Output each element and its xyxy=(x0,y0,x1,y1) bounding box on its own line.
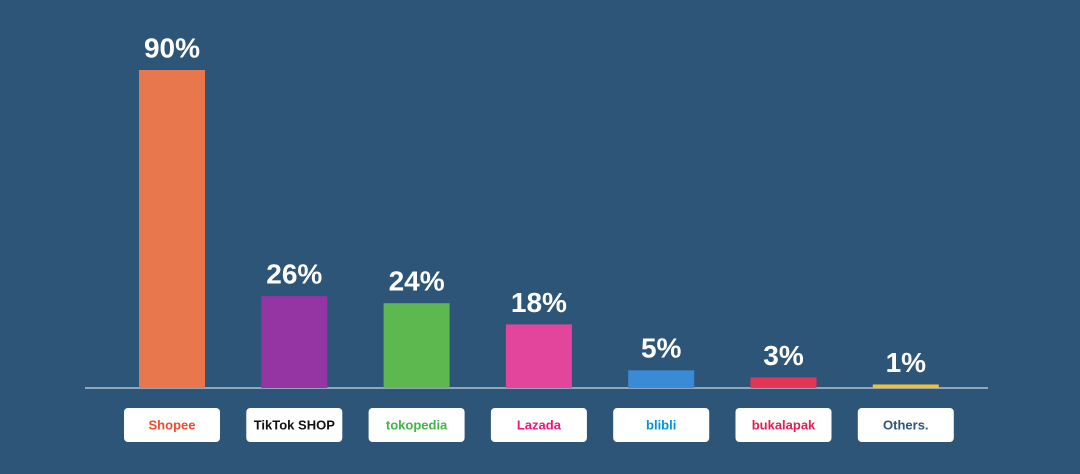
value-label: 90% xyxy=(144,32,200,63)
bar xyxy=(261,296,328,388)
category-label: TikTok SHOP xyxy=(254,417,335,432)
category-label: Shopee xyxy=(149,417,196,432)
bar xyxy=(505,324,572,388)
category-box xyxy=(490,408,587,442)
value-label: 26% xyxy=(266,259,322,290)
category-box xyxy=(246,408,343,442)
bar xyxy=(139,70,205,388)
value-label: 1% xyxy=(886,347,927,378)
category-label: blibli xyxy=(646,417,676,432)
bar xyxy=(383,303,450,388)
bar xyxy=(872,384,939,388)
category-label: tokopedia xyxy=(386,417,448,432)
category-label: bukalapak xyxy=(752,417,816,432)
value-label: 5% xyxy=(641,333,682,364)
value-label: 24% xyxy=(389,266,445,297)
category-label: Others. xyxy=(883,417,929,432)
category-box xyxy=(735,408,832,442)
value-label: 18% xyxy=(511,287,567,318)
value-label: 3% xyxy=(763,340,804,371)
category-box xyxy=(857,408,954,442)
bar xyxy=(750,377,817,388)
category-box xyxy=(368,408,465,442)
category-box xyxy=(613,408,710,442)
category-label: Lazada xyxy=(517,417,562,432)
category-box xyxy=(124,408,220,442)
bar xyxy=(628,370,695,388)
